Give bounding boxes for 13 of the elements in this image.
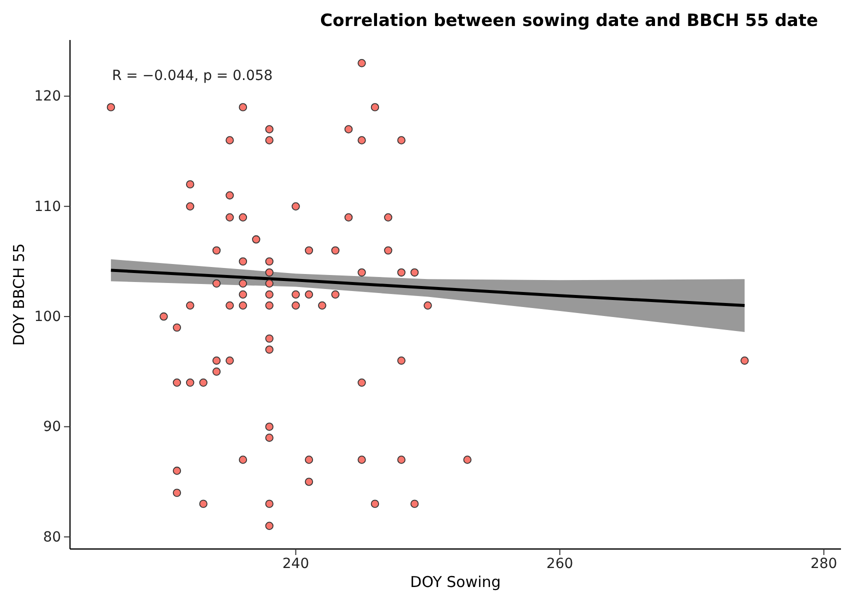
y-axis-title: DOY BBCH 55: [10, 243, 28, 346]
annotation: R = −0.044, p = 0.058: [112, 68, 273, 84]
y-tick-label: 120: [34, 88, 61, 105]
y-tick-label: 90: [43, 419, 61, 436]
x-tick-label: 280: [810, 556, 838, 572]
y-tick-label: 110: [34, 198, 61, 215]
x-tick-label: 240: [282, 556, 310, 572]
chart-title: Correlation between sowing date and BBCH 55 date: [320, 11, 818, 31]
x-tick-label: 260: [546, 556, 574, 572]
y-tick-label: 80: [43, 529, 61, 546]
y-tick-label: 100: [34, 309, 61, 326]
x-axis-title: DOY Sowing: [410, 573, 501, 591]
line-series: [109, 268, 746, 308]
